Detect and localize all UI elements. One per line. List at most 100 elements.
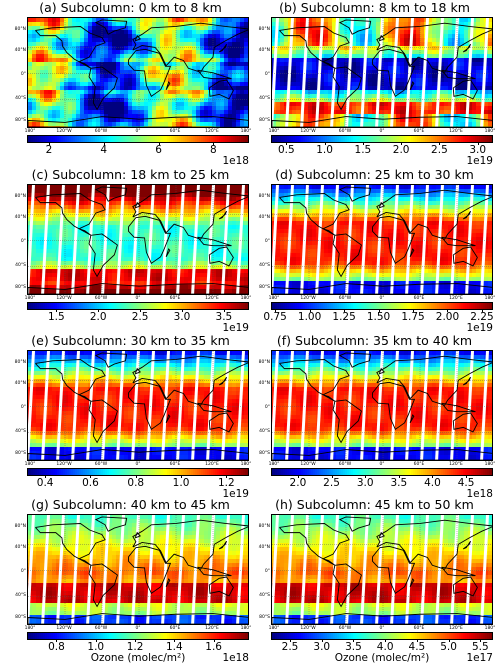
heatmap-cell: [168, 189, 173, 194]
heatmap-cell: [48, 90, 53, 95]
heatmap-cell: [124, 273, 129, 278]
heatmap-cell: [352, 110, 357, 115]
heatmap-cell: [36, 42, 41, 47]
heatmap-cell: [76, 30, 81, 35]
heatmap-cell: [60, 277, 65, 282]
heatmap-cell: [480, 74, 485, 79]
heatmap-cell: [420, 78, 425, 83]
heatmap-cell: [104, 106, 109, 111]
heatmap-cell: [308, 102, 313, 107]
heatmap-cell: [88, 50, 93, 55]
heatmap-cell: [108, 209, 113, 214]
heatmap-cell: [180, 78, 185, 83]
heatmap-cell: [152, 106, 157, 111]
heatmap-cell: [188, 118, 193, 123]
heatmap-cell: [276, 102, 281, 107]
heatmap-cell: [184, 118, 189, 123]
heatmap-cell: [44, 285, 49, 290]
heatmap-cell: [152, 225, 157, 230]
heatmap-cell: [112, 205, 117, 210]
heatmap-cell: [36, 70, 41, 75]
heatmap-cell: [60, 66, 65, 71]
heatmap-cell: [64, 122, 69, 127]
heatmap-cell: [192, 38, 197, 43]
heatmap-cell: [272, 34, 277, 39]
heatmap-cell: [200, 114, 205, 119]
heatmap-cell: [228, 289, 233, 294]
heatmap-cell: [32, 253, 37, 258]
heatmap-cell: [48, 269, 53, 274]
heatmap-cell: [368, 50, 373, 55]
heatmap-cell: [76, 233, 81, 238]
heatmap-cell: [28, 86, 33, 91]
heatmap-cell: [60, 86, 65, 91]
heatmap-cell: [332, 26, 337, 31]
heatmap-cell: [432, 126, 437, 127]
heatmap-cell: [356, 126, 361, 127]
heatmap-cell: [48, 229, 53, 234]
heatmap-cell: [188, 90, 193, 95]
heatmap-cell: [32, 42, 37, 47]
heatmap-cell: [96, 70, 101, 75]
heatmap-cell: [228, 205, 233, 210]
heatmap-cell: [48, 233, 53, 238]
heatmap-cell: [224, 285, 229, 290]
heatmap-cell: [64, 70, 69, 75]
heatmap-cell: [296, 50, 301, 55]
heatmap-cell: [28, 281, 33, 286]
heatmap-cell: [196, 261, 201, 266]
heatmap-cell: [220, 26, 225, 31]
heatmap-cell: [128, 257, 133, 262]
heatmap-cell: [444, 86, 449, 91]
heatmap-cell: [384, 78, 389, 83]
heatmap-cell: [148, 106, 153, 111]
heatmap-cell: [292, 78, 297, 83]
heatmap-cell: [116, 122, 121, 127]
heatmap-cell: [100, 122, 105, 127]
longitude-label: 180°: [240, 129, 252, 134]
heatmap-cell: [164, 122, 169, 127]
heatmap-cell: [108, 86, 113, 91]
heatmap-cell: [172, 253, 177, 258]
heatmap-cell: [80, 249, 85, 254]
heatmap-cell: [96, 42, 101, 47]
heatmap-cell: [348, 122, 353, 127]
heatmap-cell: [156, 213, 161, 218]
heatmap-cell: [184, 34, 189, 39]
colorbar-segment: [461, 135, 464, 143]
heatmap-cell: [320, 82, 325, 87]
heatmap-cell: [48, 86, 53, 91]
heatmap-cell: [476, 42, 481, 47]
heatmap-cell: [436, 26, 441, 31]
heatmap-cell: [32, 261, 37, 266]
heatmap-cell: [136, 273, 141, 278]
heatmap-cell: [148, 289, 153, 294]
heatmap-cell: [288, 102, 293, 107]
heatmap-cell: [104, 193, 109, 198]
heatmap-cell: [380, 86, 385, 91]
heatmap-cell: [316, 34, 321, 39]
colorbar-segment: [355, 135, 358, 143]
heatmap-cell: [68, 78, 73, 83]
heatmap-cell: [28, 126, 33, 127]
heatmap-cell: [148, 94, 153, 99]
heatmap-cell: [224, 185, 229, 190]
colorbar-exponent: 1e19: [466, 155, 493, 167]
heatmap-cell: [84, 38, 89, 43]
heatmap-cell: [36, 126, 41, 127]
heatmap-cell: [36, 193, 41, 198]
heatmap-cell: [360, 22, 365, 27]
heatmap-cell: [224, 86, 229, 91]
heatmap-cell: [388, 54, 393, 59]
heatmap-cell: [84, 233, 89, 238]
heatmap-cell: [176, 249, 181, 254]
heatmap-cell: [128, 34, 133, 39]
heatmap-cell: [488, 42, 492, 47]
heatmap-cell: [324, 82, 329, 87]
heatmap-cell: [304, 74, 309, 79]
heatmap-cell: [128, 249, 133, 254]
heatmap-cell: [52, 201, 57, 206]
heatmap-cell: [152, 253, 157, 258]
heatmap-cell: [120, 241, 125, 246]
heatmap-cell: [380, 90, 385, 95]
